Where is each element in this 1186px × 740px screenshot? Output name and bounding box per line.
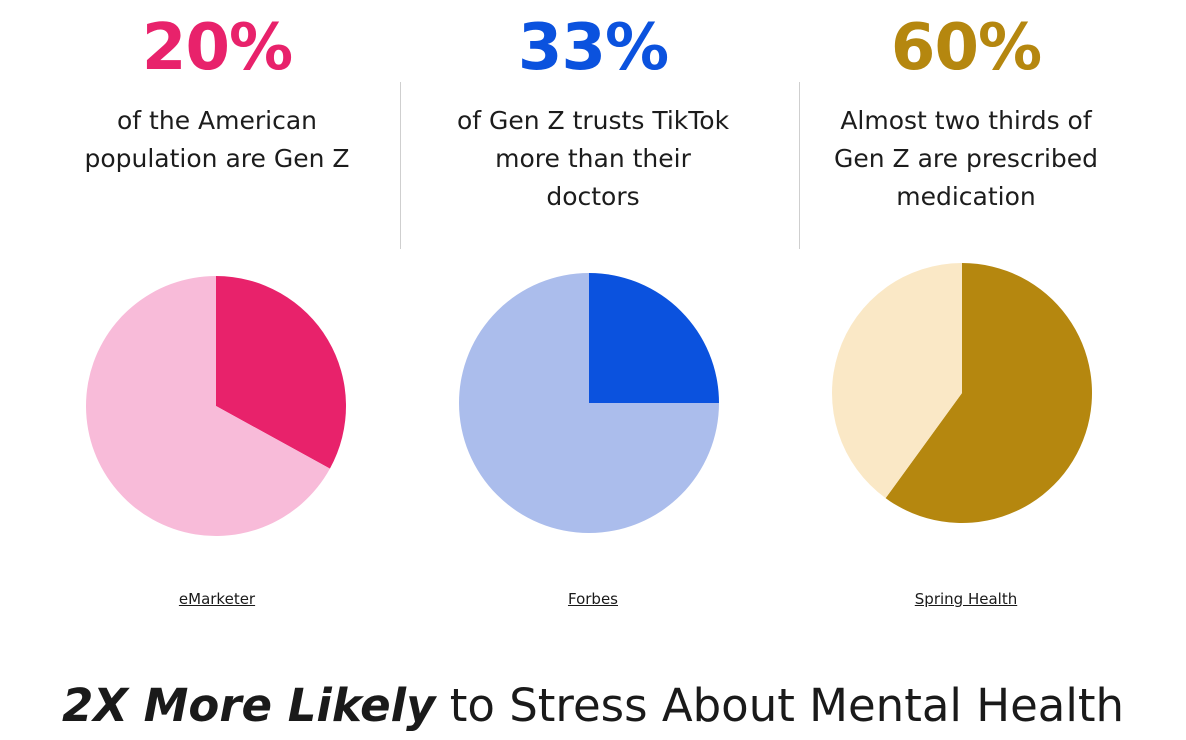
pie-slice-highlight (589, 273, 719, 403)
headline-emphasis: 2X More Likely (61, 679, 436, 732)
stat-percent: 20% (141, 11, 293, 85)
headline-rest: to Stress About Mental Health (435, 679, 1124, 732)
pie-slice-highlight (216, 276, 347, 469)
stat-block-forbes: 33% of Gen Z trusts TikTok more than the… (436, 0, 750, 216)
source-link-spring-health[interactable]: Spring Health (914, 590, 1018, 608)
stat-description-line: medication (896, 182, 1036, 211)
stat-percent: 60% (890, 11, 1042, 85)
stat-description-line: doctors (546, 182, 640, 211)
column-divider (799, 82, 800, 249)
source-link-forbes[interactable]: Forbes (567, 590, 618, 608)
pie-slice-rest (459, 273, 719, 533)
stat-description-line: Almost two thirds of (840, 106, 1092, 135)
stat-description-line: of the American (117, 106, 317, 135)
stat-block-emarketer: 20% of the American population are Gen Z (60, 0, 374, 178)
pie-slice-rest (831, 263, 962, 499)
pie-slice-rest (86, 276, 330, 536)
stat-description-line: of Gen Z trusts TikTok (456, 106, 730, 135)
stat-description-line: population are Gen Z (84, 144, 350, 173)
stat-block-spring-health: 60% Almost two thirds of Gen Z are presc… (812, 0, 1120, 216)
stat-description: of the American population are Gen Z (60, 102, 374, 178)
stat-description-line: Gen Z are prescribed (833, 144, 1099, 173)
stat-description-line: more than their (495, 144, 691, 173)
pie-charts (86, 263, 1092, 536)
source-link-emarketer[interactable]: eMarketer (178, 590, 256, 608)
stat-description: Almost two thirds of Gen Z are prescribe… (812, 102, 1120, 216)
stat-description: of Gen Z trusts TikTok more than their d… (436, 102, 750, 216)
headline-footer: 2X More Likely to Stress About Mental He… (0, 674, 1186, 738)
column-divider (400, 82, 401, 249)
pie-slice-highlight (885, 263, 1092, 523)
stat-percent: 33% (517, 11, 669, 85)
